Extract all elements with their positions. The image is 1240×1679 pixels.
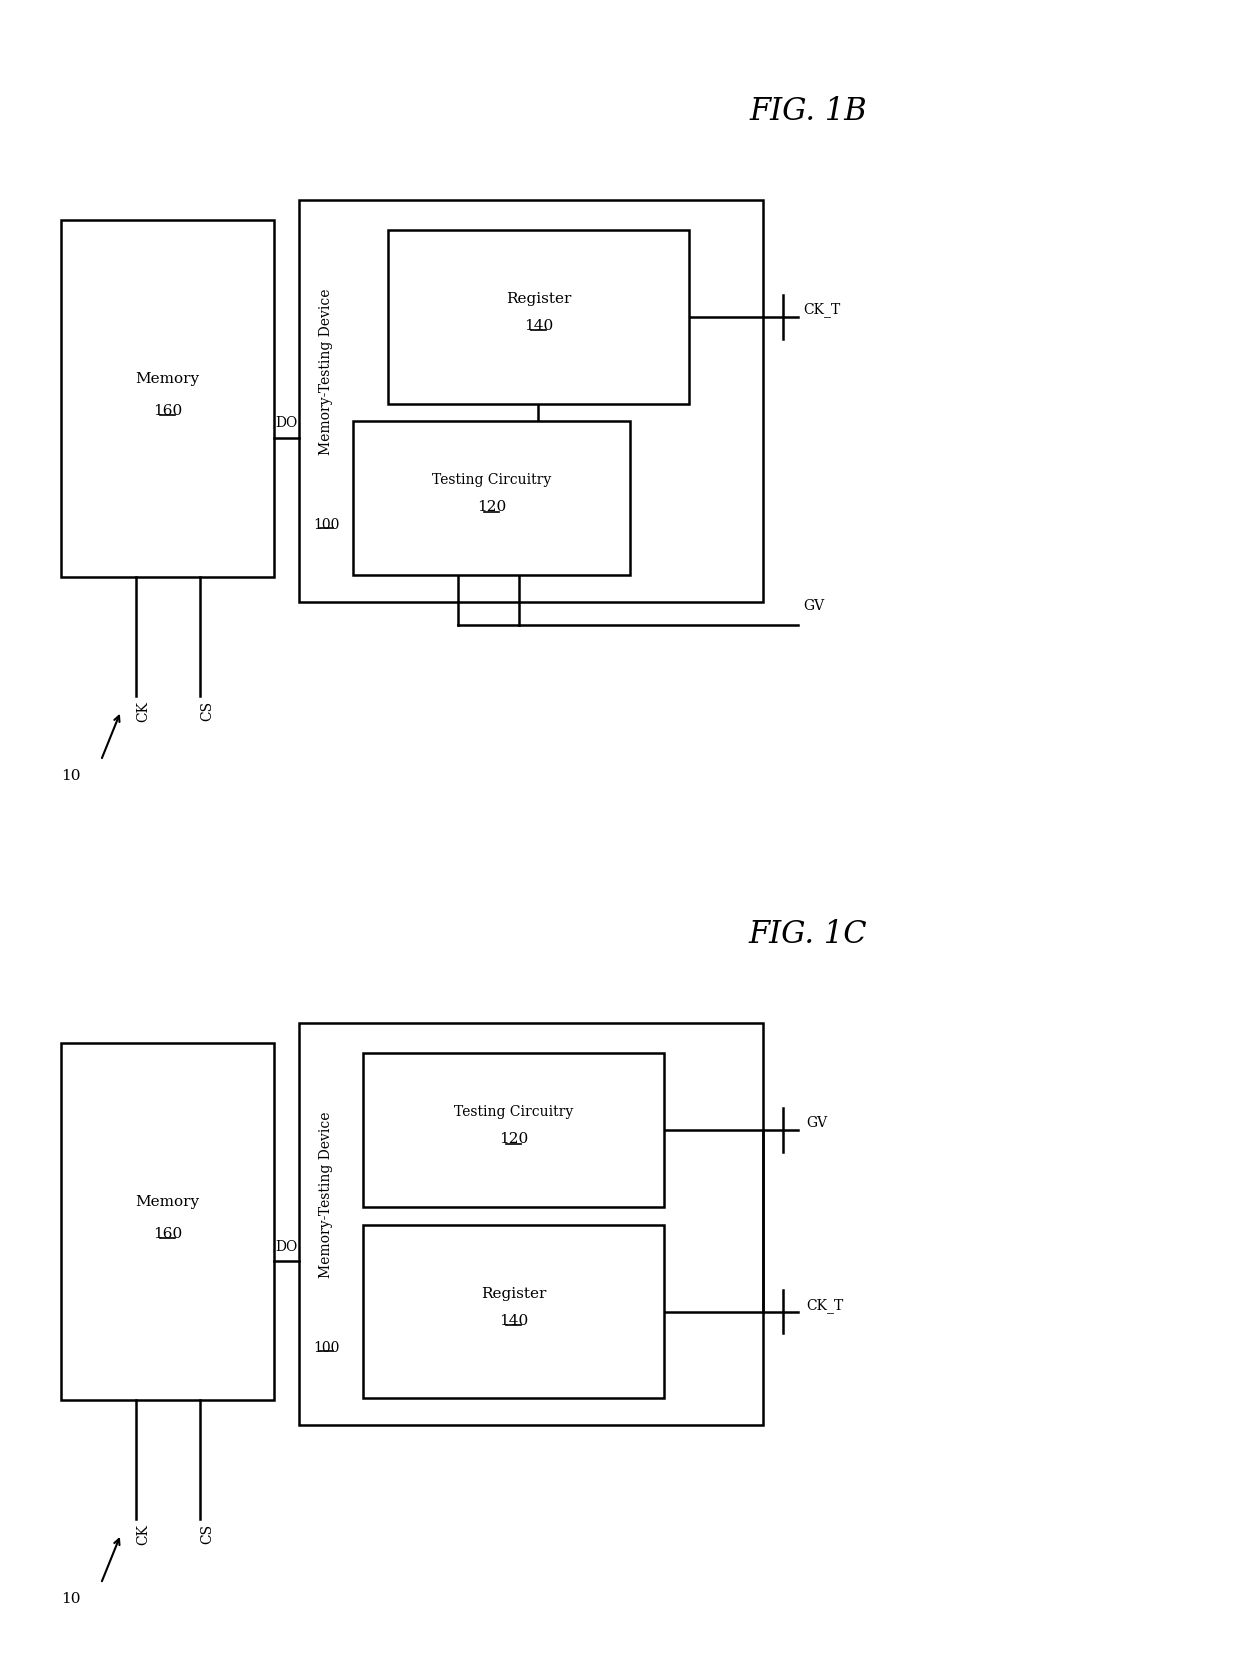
Text: 100: 100 <box>314 517 340 532</box>
Text: DO: DO <box>275 416 298 430</box>
Bar <box>353 421 630 576</box>
Text: Memory-Testing Device: Memory-Testing Device <box>320 289 334 455</box>
Text: Testing Circuitry: Testing Circuitry <box>432 473 551 487</box>
Text: 10: 10 <box>62 769 81 782</box>
Text: CS: CS <box>201 1525 215 1545</box>
Text: CK_T: CK_T <box>804 302 841 317</box>
Text: Memory-Testing Device: Memory-Testing Device <box>320 1111 334 1278</box>
Text: GV: GV <box>804 599 825 613</box>
Text: Memory: Memory <box>135 371 200 386</box>
Text: GV: GV <box>806 1117 827 1130</box>
Text: DO: DO <box>275 1239 298 1254</box>
Text: FIG. 1B: FIG. 1B <box>749 96 867 126</box>
Text: Register: Register <box>506 292 572 306</box>
Text: Testing Circuitry: Testing Circuitry <box>454 1105 573 1120</box>
Text: 120: 120 <box>477 500 506 514</box>
Text: 140: 140 <box>498 1313 528 1328</box>
Bar <box>61 220 274 578</box>
Text: Memory: Memory <box>135 1195 200 1209</box>
Text: Register: Register <box>481 1286 547 1301</box>
Text: 160: 160 <box>153 1227 182 1241</box>
Text: CS: CS <box>201 702 215 722</box>
Text: 160: 160 <box>153 403 182 418</box>
Bar <box>299 1024 764 1425</box>
Text: 140: 140 <box>523 319 553 332</box>
Bar <box>363 1224 665 1399</box>
Bar <box>299 200 764 603</box>
Text: CK: CK <box>136 702 150 722</box>
Bar <box>363 1053 665 1207</box>
Text: FIG. 1C: FIG. 1C <box>749 918 867 950</box>
Text: 100: 100 <box>314 1342 340 1355</box>
Text: CK_T: CK_T <box>806 1298 843 1313</box>
Bar <box>388 230 689 403</box>
Bar <box>61 1043 274 1400</box>
Text: 120: 120 <box>498 1132 528 1147</box>
Text: CK: CK <box>136 1525 150 1545</box>
Text: 10: 10 <box>62 1592 81 1605</box>
